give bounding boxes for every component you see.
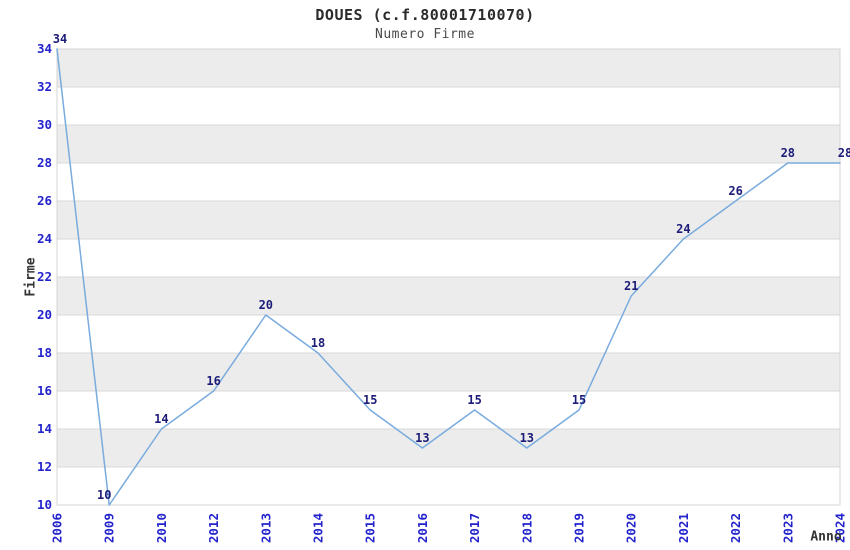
x-tick-labels: 2006 2009 2010 2012 2013 2014 2015 2016 2017 2018… — [50, 513, 848, 543]
grid-band — [57, 467, 840, 505]
x-tick-label: 2014 — [311, 513, 326, 543]
grid-band — [57, 315, 840, 353]
data-label: 13 — [520, 431, 534, 445]
y-tick-label: 34 — [37, 41, 52, 56]
y-tick-label: 12 — [37, 459, 52, 474]
data-label: 34 — [53, 32, 67, 46]
grid-band — [57, 201, 840, 239]
data-label: 15 — [363, 393, 377, 407]
plot-border — [56, 48, 841, 506]
grid-band — [57, 353, 840, 391]
x-tick-label: 2010 — [154, 513, 169, 543]
grid-band — [57, 163, 840, 201]
x-tick-label: 2023 — [780, 513, 795, 543]
data-label: 28 — [838, 146, 850, 160]
y-tick-label: 28 — [37, 155, 52, 170]
grid-band — [57, 429, 840, 467]
chart-title: DOUES (c.f.80001710070) — [315, 6, 535, 24]
x-tick-label: 2020 — [624, 513, 639, 543]
x-tick-label: 2022 — [728, 513, 743, 543]
x-tick-label: 2006 — [50, 513, 65, 543]
data-labels: 34 10 14 16 20 18 15 13 15 13 15 21 24 26 28 28 — [53, 32, 850, 502]
y-tick-label: 16 — [37, 383, 52, 398]
grid-band — [57, 391, 840, 429]
y-tick-label: 30 — [37, 117, 52, 132]
grid-band — [57, 239, 840, 277]
data-label: 18 — [311, 336, 325, 350]
grid-band — [57, 49, 840, 87]
y-tick-label: 20 — [37, 307, 52, 322]
data-label: 16 — [206, 374, 220, 388]
x-tick-label: 2016 — [415, 513, 430, 543]
data-label: 15 — [572, 393, 586, 407]
grid-bands — [57, 49, 840, 505]
y-tick-label: 32 — [37, 79, 52, 94]
x-tick-label: 2013 — [258, 513, 273, 543]
data-label: 24 — [676, 222, 690, 236]
data-label: 21 — [624, 279, 638, 293]
x-tick-label: 2012 — [206, 513, 221, 543]
data-label: 13 — [415, 431, 429, 445]
x-tick-label: 2015 — [363, 513, 378, 543]
y-tick-label: 24 — [37, 231, 52, 246]
y-tick-label: 18 — [37, 345, 52, 360]
series-line — [56, 48, 841, 506]
x-tick-label: 2024 — [833, 513, 848, 543]
x-axis-label: Anno — [810, 529, 842, 545]
grid-band — [57, 125, 840, 163]
grid-band — [57, 277, 840, 315]
x-tick-label: 2018 — [519, 513, 534, 543]
data-label: 26 — [728, 184, 742, 198]
y-tick-labels: 10 12 14 16 18 20 22 24 26 28 30 32 34 — [37, 41, 52, 512]
y-tick-label: 14 — [37, 421, 52, 436]
data-label: 28 — [781, 146, 795, 160]
grid-band — [57, 87, 840, 125]
x-tick-label: 2009 — [102, 513, 117, 543]
data-label: 14 — [154, 412, 168, 426]
y-tick-label: 22 — [37, 269, 52, 284]
x-tick-label: 2021 — [676, 513, 691, 543]
data-label: 15 — [467, 393, 481, 407]
x-tick-label: 2019 — [572, 513, 587, 543]
data-label: 10 — [97, 488, 111, 502]
x-tick-label: 2017 — [467, 513, 482, 543]
chart-subtitle: Numero Firme — [375, 27, 475, 42]
y-tick-label: 26 — [37, 193, 52, 208]
data-label: 20 — [259, 298, 273, 312]
y-tick-label: 10 — [37, 497, 52, 512]
